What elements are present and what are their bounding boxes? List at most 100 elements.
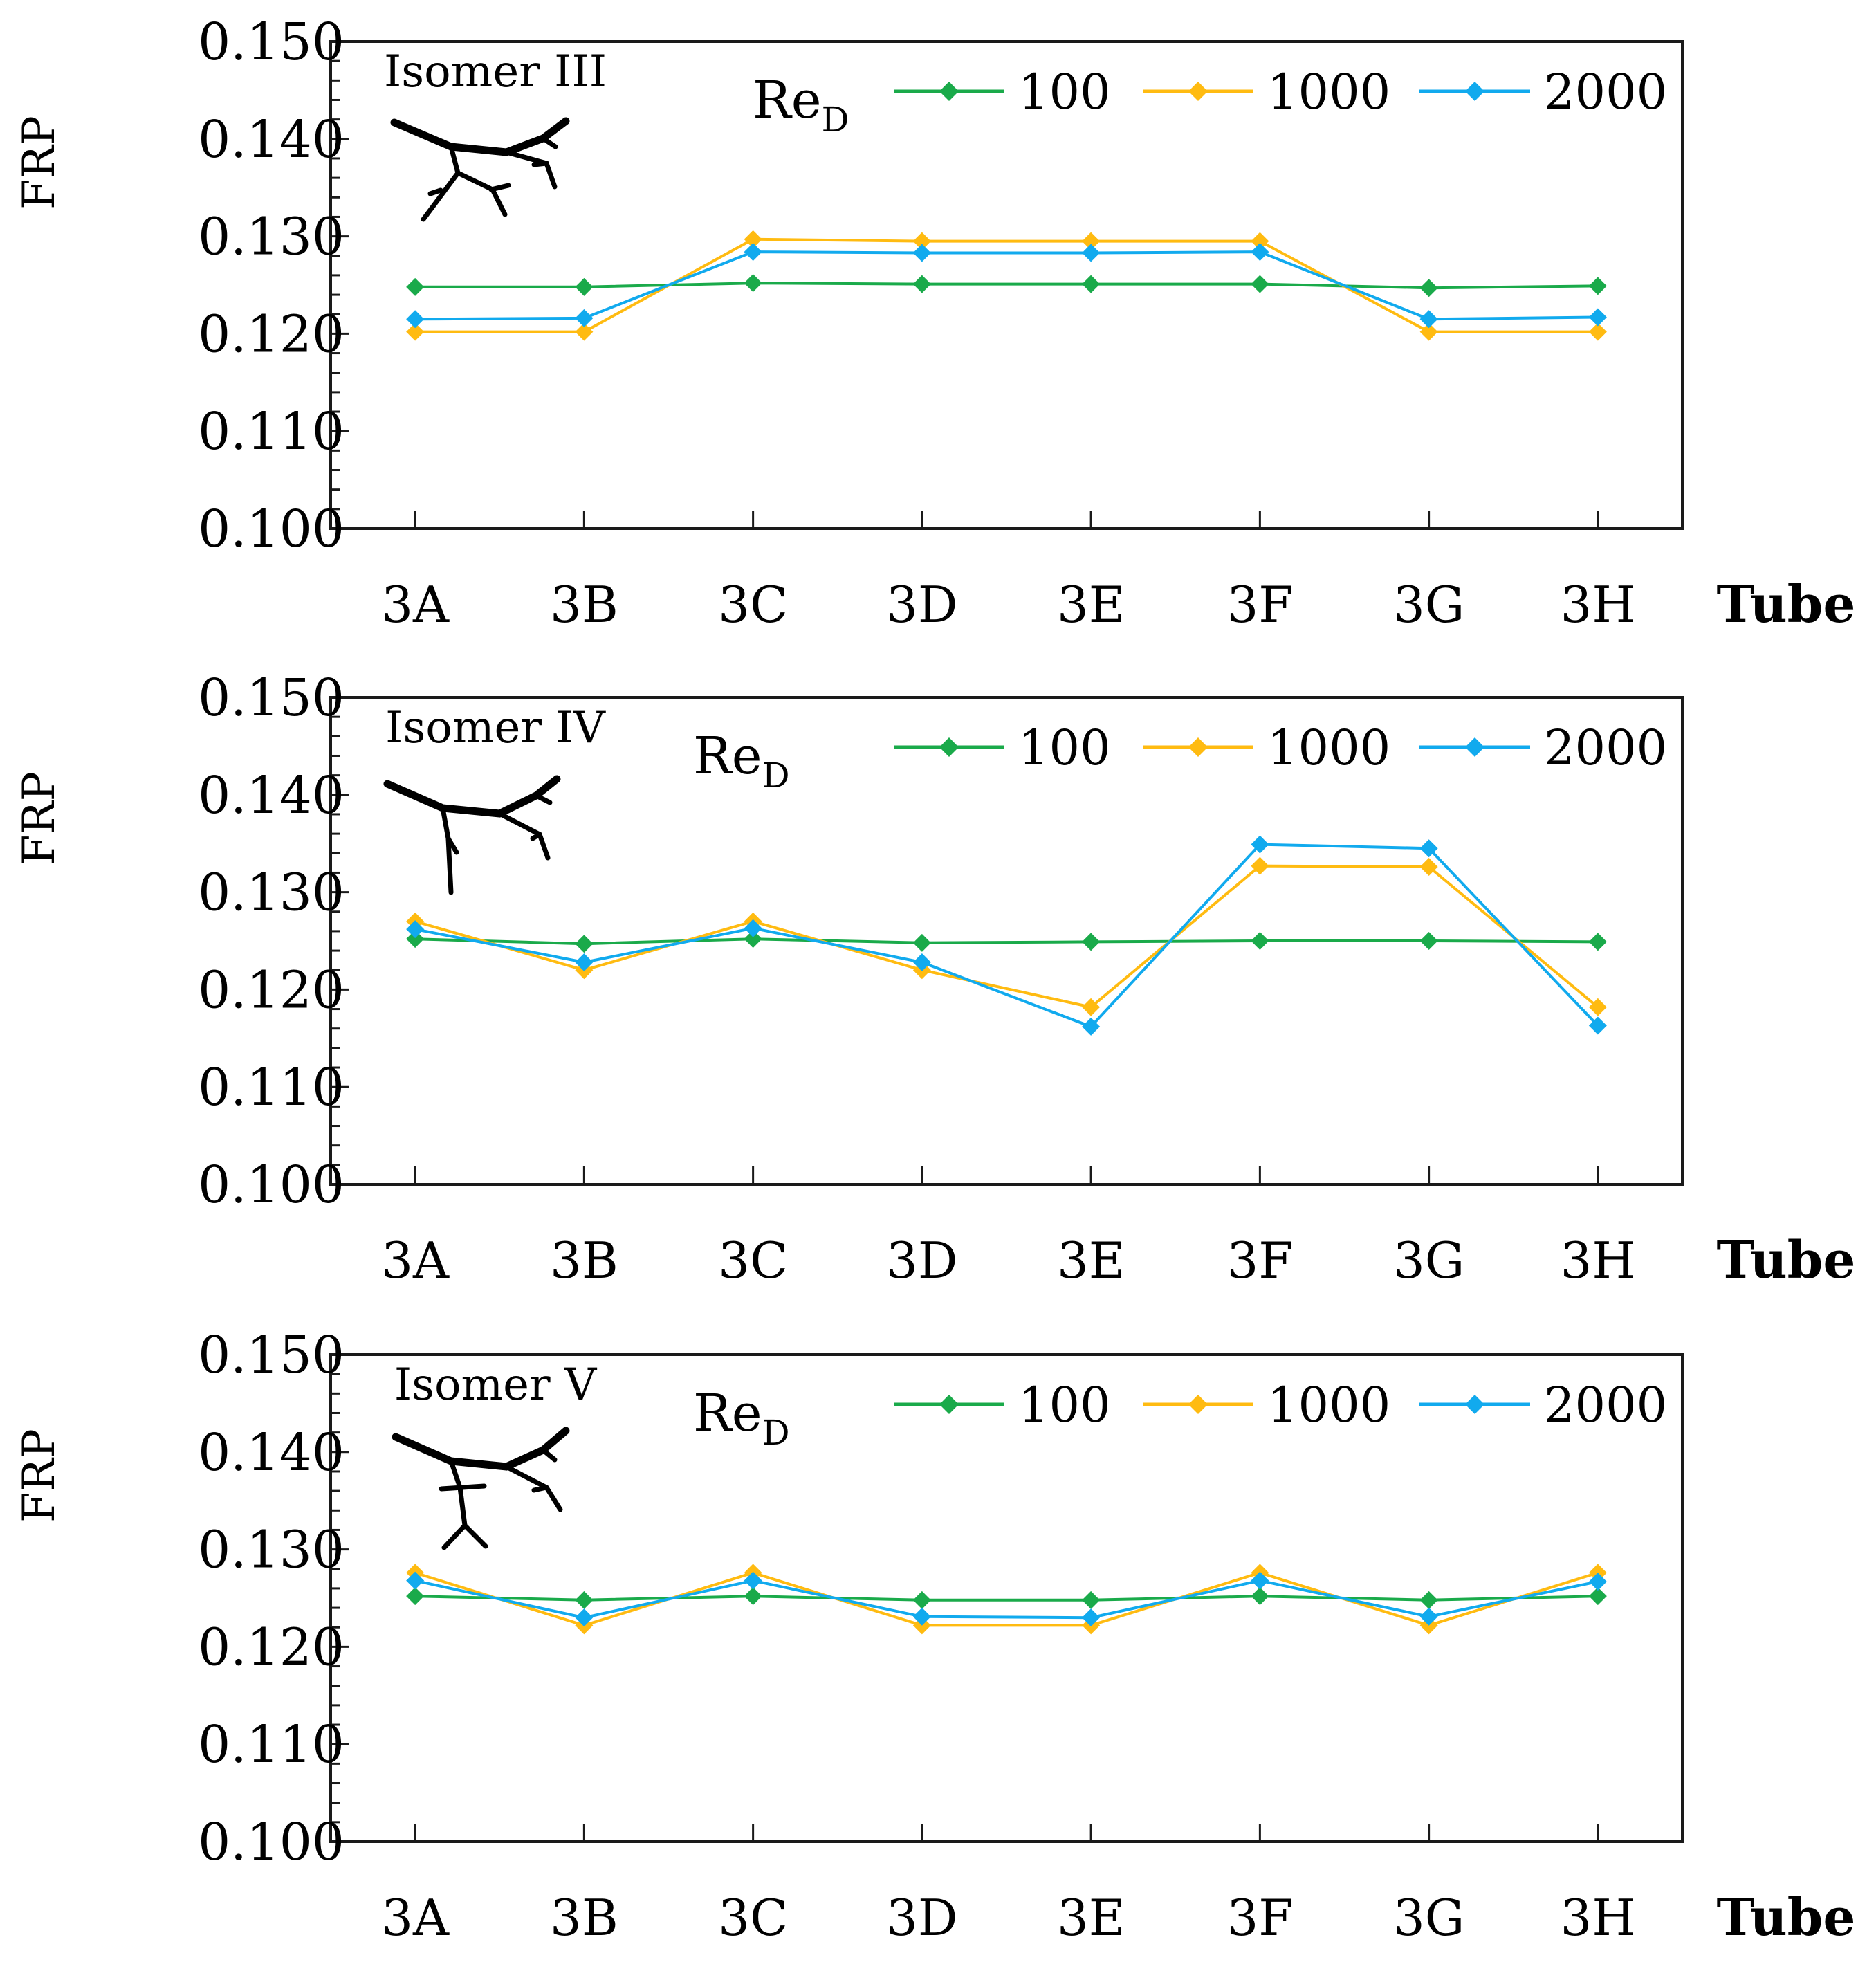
series-line	[415, 250, 1598, 321]
legend-title: ReD	[693, 1384, 790, 1453]
plot-frame	[329, 1353, 1684, 1843]
tree-branch	[530, 832, 542, 841]
x-tick-label: 3E	[1057, 576, 1125, 634]
tree-branch	[421, 170, 461, 222]
plot-frame	[329, 696, 1684, 1186]
tree-branch	[533, 793, 553, 805]
data-point	[744, 274, 762, 293]
y-axis-label: FRP	[14, 1429, 65, 1523]
data-point	[1251, 243, 1269, 262]
y-tick-label: 0.140	[198, 766, 344, 825]
tree-branch	[441, 1523, 468, 1550]
y-tick-label: 0.110	[198, 1058, 344, 1117]
x-tick-label: 3C	[718, 576, 788, 634]
tree-branch	[392, 1427, 570, 1471]
legend-label: 1000	[1267, 1377, 1390, 1433]
legend-label: 2000	[1544, 1377, 1667, 1433]
tree-branch	[445, 836, 459, 855]
data-point	[1419, 932, 1438, 950]
legend-marker	[1188, 1395, 1208, 1414]
y-tick-label: 0.130	[198, 1521, 344, 1580]
tree-branch	[439, 1483, 487, 1492]
data-point	[1251, 1571, 1269, 1590]
x-tick-label: 3E	[1057, 1889, 1125, 1947]
legend-marker	[1465, 82, 1484, 101]
x-tick-label: 3A	[381, 1889, 450, 1947]
legend-item-1000: 1000	[1143, 719, 1390, 776]
chart-panel-3: 0.150 0.140 0.130 0.120 0.110 0.100 FRP 3A 3B 3C 3…	[14, 1326, 1855, 1947]
x-tick-label: 3C	[718, 1231, 788, 1290]
x-tick-label: 3G	[1393, 1889, 1464, 1947]
legend-item-2000: 2000	[1419, 1377, 1667, 1433]
y-tick-label: 0.140	[198, 1423, 344, 1483]
data-point	[1082, 244, 1101, 262]
series-2000	[406, 835, 1607, 1036]
data-point	[575, 277, 594, 296]
x-tick-label: 3F	[1226, 1889, 1293, 1947]
isomer-tree-icon	[392, 1427, 570, 1550]
data-point	[406, 1587, 425, 1606]
data-point	[1588, 1016, 1607, 1035]
y-tick-label: 0.100	[198, 1813, 344, 1872]
tree-branch	[383, 775, 561, 818]
tree-branch	[390, 117, 570, 156]
legend-title: ReD	[753, 71, 849, 140]
legend-label: 100	[1018, 64, 1111, 120]
data-point	[1251, 275, 1269, 293]
data-point	[1588, 1587, 1607, 1606]
legend-marker	[1188, 737, 1208, 757]
data-point	[575, 953, 594, 971]
data-point	[1588, 322, 1607, 341]
isomer-label: Isomer IV	[385, 702, 606, 753]
x-axis-label: Tube	[1717, 1888, 1856, 1947]
data-point	[912, 1607, 931, 1626]
y-tick-label: 0.100	[198, 1155, 344, 1215]
legend-label: 2000	[1544, 719, 1667, 776]
y-tick-label: 0.130	[198, 208, 344, 267]
data-point	[575, 1591, 594, 1609]
tree-branch	[427, 187, 443, 196]
series-line	[415, 937, 1598, 946]
series-line	[415, 237, 1598, 333]
data-point	[1082, 933, 1101, 951]
data-point	[406, 322, 425, 341]
data-point	[575, 322, 594, 341]
x-axis-label: Tube	[1717, 1231, 1856, 1290]
legend-marker	[1188, 82, 1208, 101]
tree-branch	[448, 1458, 488, 1549]
data-point	[406, 1571, 425, 1590]
x-tick-label: 3A	[381, 1231, 450, 1290]
x-tick-label: 3F	[1226, 1231, 1293, 1290]
data-point	[744, 1571, 762, 1590]
plot-frame	[329, 40, 1684, 530]
data-point	[1251, 232, 1269, 250]
y-tick-label: 0.150	[198, 1326, 344, 1385]
series-line	[414, 1571, 1599, 1627]
x-tick-label: 3B	[550, 576, 618, 634]
data-point	[1251, 835, 1269, 854]
x-tick-label: 3C	[718, 1889, 788, 1947]
data-point	[1588, 933, 1607, 951]
series-100	[406, 274, 1607, 297]
tree-branch	[504, 149, 558, 190]
legend-item-100: 100	[894, 1377, 1111, 1433]
y-tick-label: 0.120	[198, 304, 344, 364]
y-tick-label: 0.100	[198, 499, 344, 559]
data-point	[1082, 1591, 1101, 1609]
data-point	[1588, 1573, 1607, 1591]
data-point	[1588, 998, 1607, 1016]
x-tick-label: 3E	[1057, 1231, 1125, 1290]
data-point	[575, 935, 594, 953]
y-tick-label: 0.120	[198, 1617, 344, 1677]
x-tick-label: 3B	[550, 1231, 618, 1290]
isomer-label: Isomer III	[384, 46, 607, 98]
series-2000	[406, 243, 1607, 329]
series-line	[415, 1595, 1598, 1602]
legend-marker	[939, 737, 959, 757]
data-point	[1419, 322, 1438, 341]
chart-panel-1: 0.150 0.140 0.130 0.120 0.110 0.100 FRP 3A 3B 3C 3…	[14, 12, 1855, 634]
series-line	[414, 843, 1599, 1029]
x-axis-label: Tube	[1717, 575, 1856, 634]
data-point	[912, 244, 931, 262]
x-tick-label: 3F	[1226, 576, 1293, 634]
